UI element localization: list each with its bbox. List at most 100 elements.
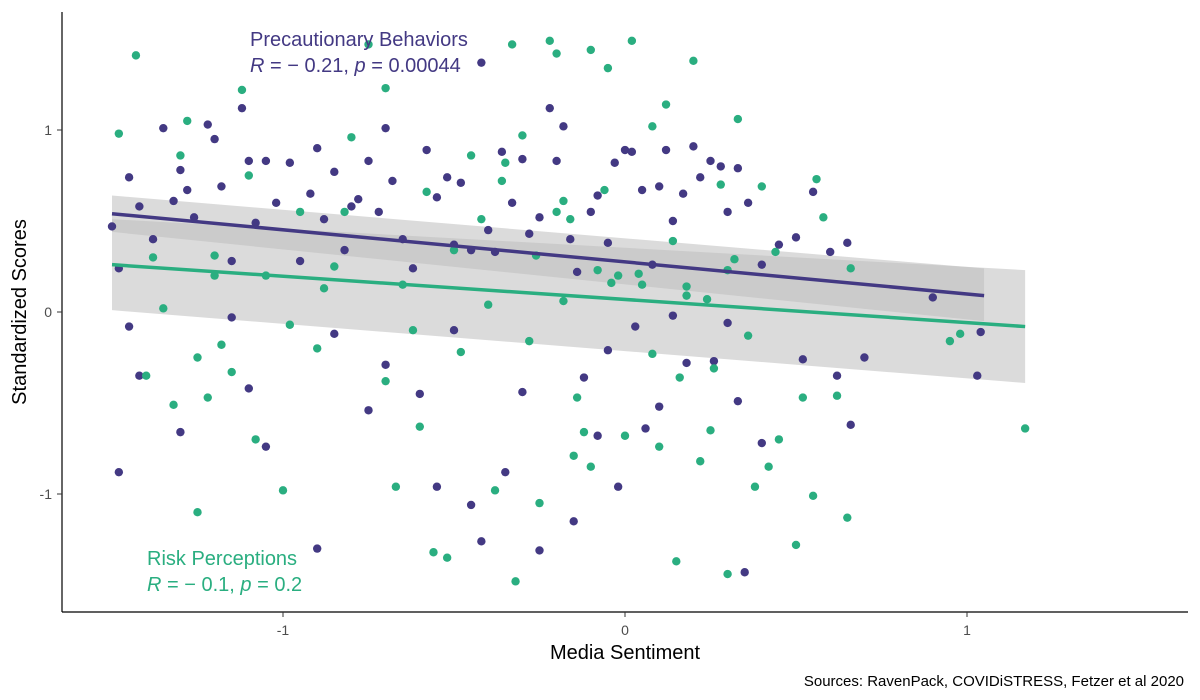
data-point-precautionary: [340, 245, 349, 255]
data-point-risk: [142, 371, 151, 380]
data-point-risk: [507, 40, 517, 49]
data-point-risk: [347, 133, 356, 142]
data-point-precautionary: [689, 142, 698, 151]
data-point-precautionary: [593, 431, 602, 440]
data-point-risk: [586, 45, 595, 55]
data-point-precautionary: [525, 229, 534, 238]
data-point-risk: [764, 462, 773, 471]
data-point-risk: [176, 151, 185, 160]
data-point-risk: [1020, 424, 1030, 433]
data-point-precautionary: [203, 120, 212, 129]
data-point-risk: [183, 116, 192, 126]
data-point-precautionary: [227, 256, 236, 266]
data-point-risk: [846, 264, 855, 273]
data-point-risk: [364, 40, 373, 49]
data-point-risk: [655, 442, 664, 451]
data-point-precautionary: [846, 420, 855, 430]
data-point-precautionary: [176, 165, 185, 175]
data-point-risk: [757, 182, 766, 191]
data-point-risk: [319, 284, 329, 293]
data-point-precautionary: [723, 207, 732, 217]
data-point-risk: [237, 85, 247, 95]
data-point-risk: [774, 435, 784, 444]
data-point-precautionary: [244, 384, 253, 393]
data-point-precautionary: [114, 467, 124, 477]
data-point-risk: [843, 513, 852, 522]
data-point-precautionary: [627, 147, 637, 157]
precautionary-stat-p: p: [354, 55, 366, 77]
data-point-precautionary: [545, 103, 554, 113]
data-point-risk: [743, 331, 753, 340]
data-point-risk: [689, 56, 698, 66]
data-point-precautionary: [518, 154, 527, 164]
data-point-precautionary: [572, 267, 582, 277]
precautionary-stat-r: R: [250, 55, 264, 77]
data-point-precautionary: [135, 371, 144, 380]
data-point-risk: [579, 427, 589, 437]
data-point-risk: [812, 174, 821, 184]
data-point-risk: [771, 247, 780, 257]
data-point-precautionary: [159, 123, 168, 133]
data-point-precautionary: [586, 207, 595, 217]
data-point-risk: [429, 548, 438, 557]
data-point-risk: [819, 213, 828, 222]
data-point-risk: [159, 304, 168, 313]
data-point-risk: [569, 451, 578, 460]
data-point-risk: [449, 245, 459, 255]
data-point-precautionary: [655, 402, 664, 411]
data-point-precautionary: [682, 358, 691, 368]
data-point-precautionary: [631, 322, 640, 331]
data-point-risk: [648, 349, 657, 359]
x-axis-title: Media Sentiment: [550, 642, 701, 664]
data-point-precautionary: [135, 202, 144, 211]
data-point-precautionary: [124, 173, 134, 182]
data-point-precautionary: [518, 387, 527, 397]
data-point-precautionary: [306, 189, 315, 198]
data-point-precautionary: [227, 313, 236, 322]
data-point-risk: [945, 336, 955, 346]
data-point-precautionary: [774, 240, 784, 249]
data-point-precautionary: [432, 482, 442, 491]
data-point-risk: [391, 482, 401, 491]
data-point-risk: [682, 282, 691, 291]
y-tick-label: 1: [44, 122, 52, 138]
data-point-precautionary: [610, 158, 619, 167]
data-point-precautionary: [798, 355, 808, 364]
data-point-risk: [733, 114, 743, 124]
data-point-risk: [442, 553, 452, 562]
data-point-risk: [210, 251, 219, 260]
data-point-precautionary: [757, 438, 766, 448]
data-point-precautionary: [271, 198, 281, 207]
data-point-precautionary: [678, 189, 688, 198]
y-tick-label: -1: [40, 486, 53, 502]
data-point-precautionary: [477, 58, 486, 67]
data-point-precautionary: [364, 156, 373, 166]
data-point-precautionary: [757, 260, 766, 269]
data-point-risk: [572, 393, 582, 402]
data-point-precautionary: [976, 327, 985, 337]
data-point-risk: [832, 391, 842, 400]
data-point-risk: [627, 36, 637, 46]
data-point-precautionary: [808, 187, 818, 197]
data-point-risk: [484, 300, 493, 309]
data-point-risk: [566, 214, 575, 224]
y-tick-label: 0: [44, 304, 52, 320]
data-point-precautionary: [432, 193, 442, 202]
data-point-risk: [559, 196, 568, 206]
risk-stat-p: p: [239, 574, 251, 596]
data-point-risk: [477, 214, 486, 224]
data-point-risk: [251, 435, 260, 444]
risk-stat-r-value: = − 0.1,: [161, 574, 240, 596]
axis-ticks: -1 0 1 -1 0 1: [40, 122, 972, 638]
data-point-precautionary: [928, 293, 937, 302]
data-point-precautionary: [668, 216, 678, 226]
data-point-risk: [702, 295, 712, 304]
data-point-precautionary: [716, 162, 725, 171]
data-point-precautionary: [535, 546, 544, 555]
data-point-precautionary: [832, 371, 842, 380]
data-point-risk: [381, 83, 390, 93]
data-point-precautionary: [723, 318, 732, 328]
data-point-risk: [613, 271, 623, 280]
data-point-precautionary: [261, 442, 271, 451]
data-point-precautionary: [501, 467, 510, 477]
